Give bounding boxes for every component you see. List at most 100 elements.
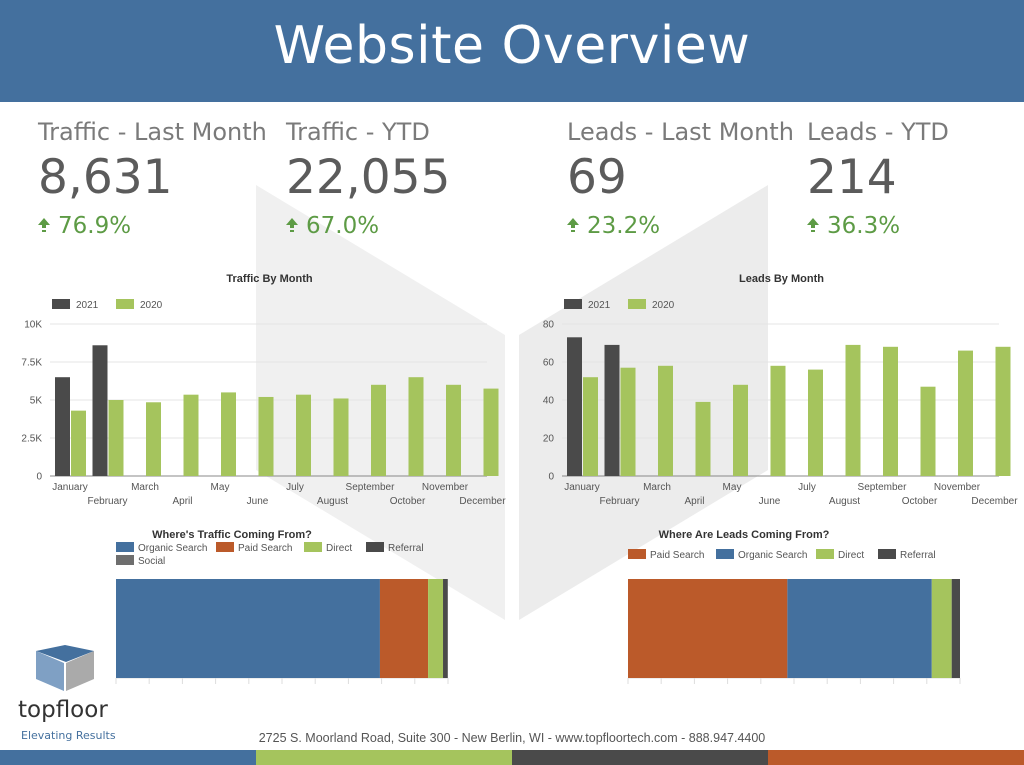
y-tick-label: 0: [36, 472, 42, 483]
bar-2020-october: [408, 377, 424, 476]
x-tick-label: October: [902, 496, 938, 507]
bar-2021-february: [92, 345, 108, 476]
bar-2020-january: [71, 410, 86, 476]
legend-swatch: [116, 555, 134, 565]
kpi-delta-value: 67.0%: [306, 213, 380, 239]
kpi-value: 8,631: [38, 150, 173, 205]
x-tick-label: February: [87, 496, 127, 507]
y-tick-label: 2.5K: [21, 434, 42, 445]
legend-swatch: [116, 542, 134, 552]
legend-label: Social: [138, 556, 165, 567]
bar-2020-august: [333, 398, 349, 476]
legend-swatch: [878, 549, 896, 559]
footer-address: 2725 S. Moorland Road, Suite 300 - New B…: [258, 731, 766, 745]
legend-label: Referral: [900, 550, 936, 561]
arrow-up-icon: [38, 218, 50, 232]
page-title: Website Overview: [273, 16, 751, 76]
chart-title: Traffic By Month: [226, 273, 312, 285]
chart-title: Where's Traffic Coming From?: [152, 529, 312, 541]
segment-direct: [931, 579, 952, 678]
kpi-value: 214: [807, 150, 897, 205]
y-tick-label: 80: [543, 320, 555, 331]
x-tick-label: December: [459, 496, 506, 507]
x-tick-label: September: [858, 482, 908, 493]
segment-social: [447, 579, 448, 678]
footer-stripe-gray: [512, 750, 768, 765]
legend-label-2021: 2021: [76, 300, 99, 311]
header-banner: Website Overview: [0, 0, 1024, 102]
x-tick-label: April: [684, 496, 704, 507]
kpi-label: Traffic - Last Month: [38, 118, 267, 146]
kpi-label: Leads - YTD: [807, 118, 949, 146]
bar-2020-december: [483, 388, 499, 476]
y-tick-label: 5K: [30, 396, 43, 407]
leads-source-chart: Where Are Leads Coming From? Paid Search O…: [627, 529, 961, 684]
x-tick-label: November: [934, 482, 981, 493]
footer-stripe-blue: [0, 750, 256, 765]
segment-direct: [428, 579, 444, 678]
kpi-traffic-ytd: Traffic - YTD 22,055 67.0%: [286, 118, 450, 239]
legend-swatch: [628, 549, 646, 559]
chart-title: Leads By Month: [739, 273, 824, 285]
kpi-delta-value: 36.3%: [827, 213, 901, 239]
bar-2020-may: [221, 392, 236, 476]
y-tick-label: 60: [543, 358, 555, 369]
segment-referral: [951, 579, 960, 678]
kpi-delta: 23.2%: [567, 213, 794, 239]
logo-mark-icon: [36, 645, 94, 691]
legend-label: Organic Search: [138, 543, 207, 554]
legend-label-2020: 2020: [140, 300, 163, 311]
kpi-delta-value: 23.2%: [587, 213, 661, 239]
legend-swatch: [304, 542, 322, 552]
bar-2021-february: [604, 344, 620, 476]
x-tick-label: August: [317, 496, 348, 507]
bar-2021-january: [567, 337, 582, 476]
x-tick-label: July: [798, 482, 816, 493]
leads-by-month-chart: Leads By Month 2021 2020 0 20 40 60 80 January Fe…: [543, 273, 1018, 507]
legend-swatch: [716, 549, 734, 559]
x-tick-label: December: [971, 496, 1018, 507]
x-tick-label: November: [422, 482, 469, 493]
bar-2020-may: [733, 384, 748, 476]
legend-label-2021: 2021: [588, 300, 611, 311]
kpi-delta: 67.0%: [286, 213, 450, 239]
segment-organic-search: [787, 579, 932, 678]
traffic-source-chart: Where's Traffic Coming From? Organic Sear…: [115, 529, 449, 684]
legend-label: Direct: [326, 543, 352, 554]
kpi-value: 22,055: [286, 150, 451, 205]
bar-2020-april: [695, 401, 711, 476]
footer-stripe-orange: [768, 750, 1024, 765]
bar-2020-january: [583, 377, 598, 476]
legend-swatch-2020: [116, 299, 134, 309]
legend-swatch: [816, 549, 834, 559]
bar-2020-february: [108, 400, 124, 476]
logo-brand: topfloor: [18, 697, 108, 723]
x-tick-label: June: [247, 496, 269, 507]
footer-stripe-green: [256, 750, 512, 765]
bar-2020-june: [258, 396, 274, 476]
kpi-leads-last-month: Leads - Last Month 69 23.2%: [567, 118, 794, 239]
legend-label: Referral: [388, 543, 424, 554]
bar-2020-september: [883, 346, 898, 476]
kpi-delta: 36.3%: [807, 213, 949, 239]
bar-2020-august: [845, 344, 861, 476]
y-tick-label: 20: [543, 434, 555, 445]
arrow-up-icon: [807, 218, 819, 232]
y-tick-label: 40: [543, 396, 555, 407]
legend-label-2020: 2020: [652, 300, 675, 311]
legend-swatch: [366, 542, 384, 552]
legend-swatch-2021: [52, 299, 70, 309]
arrow-up-icon: [286, 218, 298, 232]
kpi-traffic-last-month: Traffic - Last Month 8,631 76.9%: [38, 118, 267, 239]
bar-2020-april: [183, 394, 199, 476]
traffic-by-month-chart: Traffic By Month 2021 2020 0 2.5K 5K 7.5K 10K Ja…: [21, 273, 506, 507]
legend-swatch-2020: [628, 299, 646, 309]
x-tick-label: January: [52, 482, 88, 493]
legend-label: Paid Search: [238, 543, 292, 554]
arrow-up-icon: [567, 218, 579, 232]
logo-tagline: Elevating Results: [21, 729, 116, 742]
segment-paid-search: [628, 579, 788, 678]
kpi-value: 69: [567, 150, 627, 205]
x-tick-label: October: [390, 496, 426, 507]
bar-2020-march: [146, 402, 161, 476]
